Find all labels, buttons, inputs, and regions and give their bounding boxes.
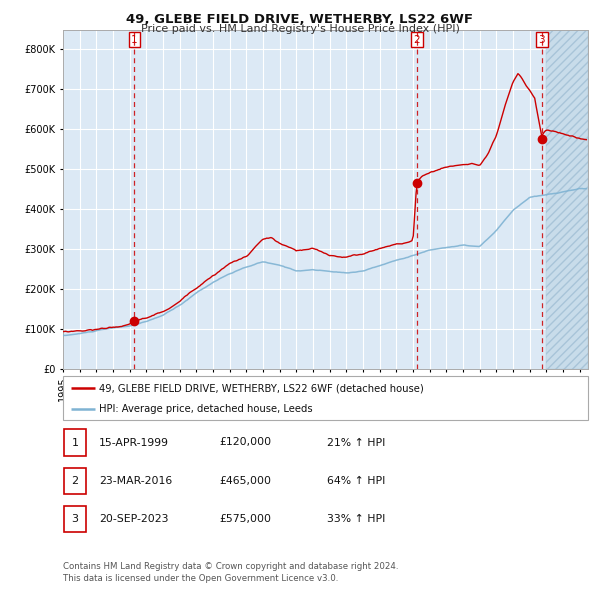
Text: 1: 1 (71, 438, 79, 447)
Text: 3: 3 (538, 35, 545, 45)
Text: HPI: Average price, detached house, Leeds: HPI: Average price, detached house, Leed… (98, 404, 313, 414)
Text: 33% ↑ HPI: 33% ↑ HPI (327, 514, 385, 524)
Text: 3: 3 (71, 514, 79, 524)
Text: Contains HM Land Registry data © Crown copyright and database right 2024.
This d: Contains HM Land Registry data © Crown c… (63, 562, 398, 583)
Text: 2: 2 (413, 35, 420, 45)
Text: 49, GLEBE FIELD DRIVE, WETHERBY, LS22 6WF (detached house): 49, GLEBE FIELD DRIVE, WETHERBY, LS22 6W… (98, 384, 424, 393)
Text: 20-SEP-2023: 20-SEP-2023 (99, 514, 169, 524)
Text: 64% ↑ HPI: 64% ↑ HPI (327, 476, 385, 486)
Bar (547, 30, 588, 369)
Text: Price paid vs. HM Land Registry's House Price Index (HPI): Price paid vs. HM Land Registry's House … (140, 24, 460, 34)
Text: 2: 2 (71, 476, 79, 486)
Text: 21% ↑ HPI: 21% ↑ HPI (327, 438, 385, 447)
Text: 1: 1 (131, 35, 138, 45)
Text: 15-APR-1999: 15-APR-1999 (99, 438, 169, 447)
Text: 23-MAR-2016: 23-MAR-2016 (99, 476, 172, 486)
Text: 49, GLEBE FIELD DRIVE, WETHERBY, LS22 6WF: 49, GLEBE FIELD DRIVE, WETHERBY, LS22 6W… (127, 13, 473, 26)
Text: £465,000: £465,000 (219, 476, 271, 486)
Text: £120,000: £120,000 (219, 438, 271, 447)
Text: £575,000: £575,000 (219, 514, 271, 524)
